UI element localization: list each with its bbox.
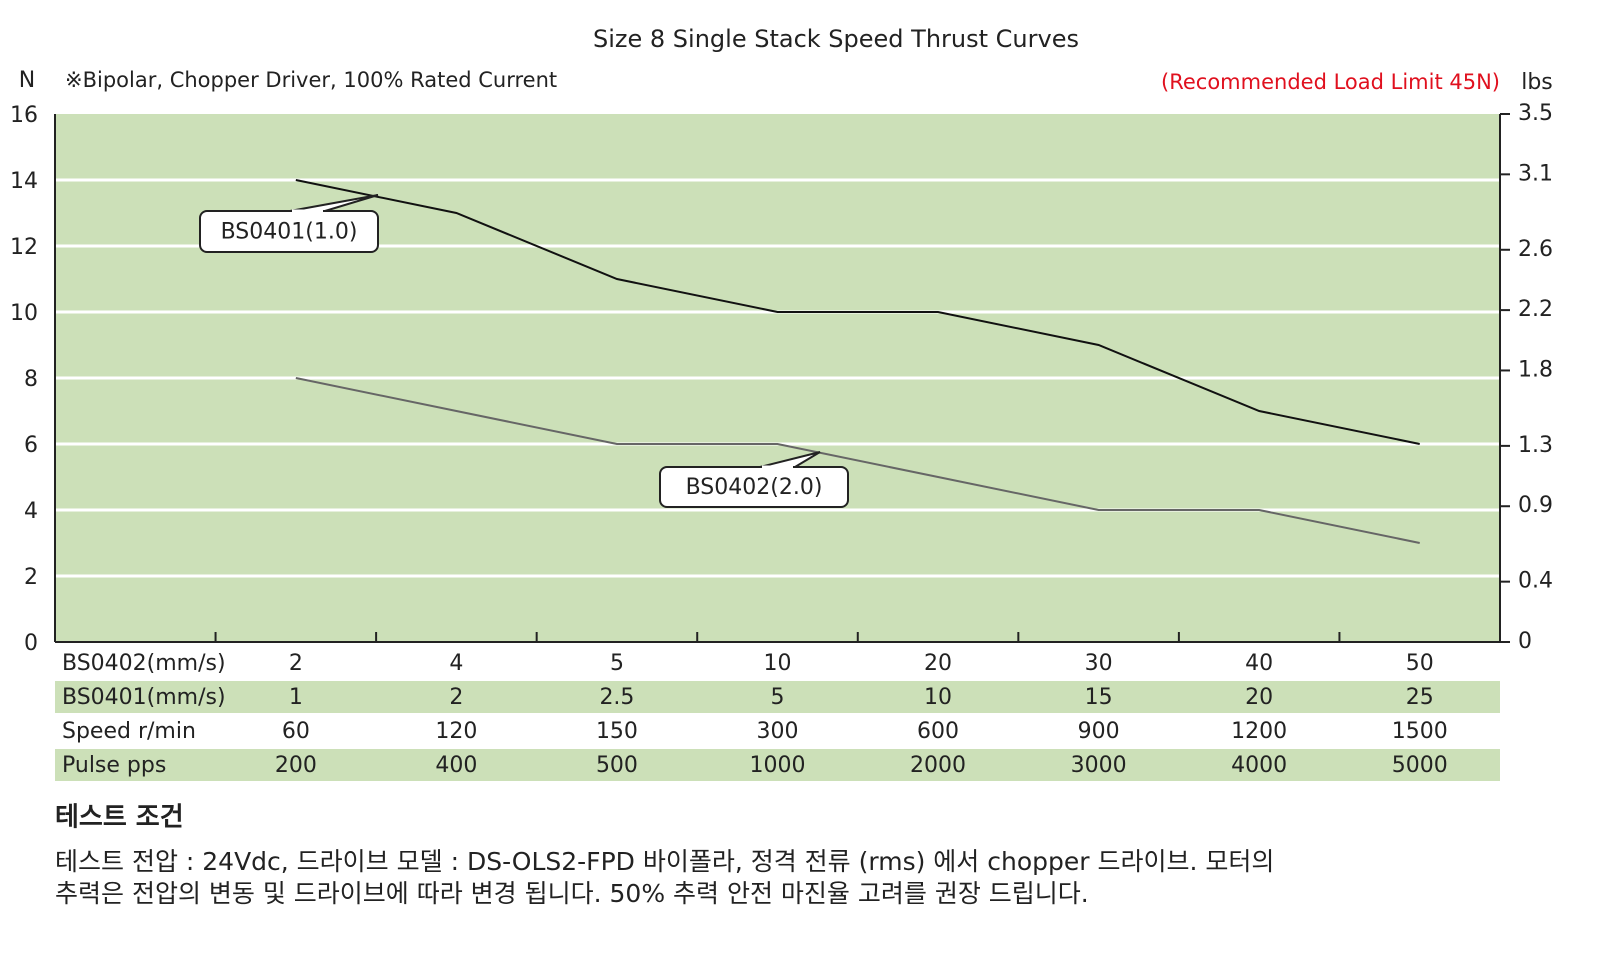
y2-tick-label: 1.8 <box>1518 357 1553 382</box>
table-cell: 2000 <box>910 753 966 778</box>
table-cell: 60 <box>282 719 310 744</box>
table-cell: 50 <box>1406 651 1434 676</box>
y-tick-label: 8 <box>24 367 38 392</box>
y2-tick-label: 2.6 <box>1518 237 1553 262</box>
table-cell: 2 <box>289 651 303 676</box>
table-cell: 10 <box>764 651 792 676</box>
table-cell: 1500 <box>1392 719 1448 744</box>
table-cell: 200 <box>275 753 317 778</box>
table-cell: 5 <box>610 651 624 676</box>
y-tick-label: 6 <box>24 433 38 458</box>
table-cell: 20 <box>924 651 952 676</box>
table-cell: 3000 <box>1071 753 1127 778</box>
y-tick-label: 0 <box>24 631 38 656</box>
y-tick-label: 12 <box>10 235 38 260</box>
y2-tick-label: 0.4 <box>1518 569 1553 594</box>
table-cell: 4000 <box>1231 753 1287 778</box>
table-cell: 15 <box>1085 685 1113 710</box>
y2-tick-label: 0 <box>1518 629 1532 654</box>
notes-heading: 테스트 조건 <box>55 803 184 833</box>
chart-title: Size 8 Single Stack Speed Thrust Curves <box>593 25 1079 53</box>
table-cell: 10 <box>924 685 952 710</box>
row-label: BS0401(mm/s) <box>62 685 226 710</box>
table-cell: 2 <box>449 685 463 710</box>
table-cell: 20 <box>1245 685 1273 710</box>
table-cell: 5 <box>771 685 785 710</box>
table-cell: 1 <box>289 685 303 710</box>
y-tick-label: 14 <box>10 169 38 194</box>
subtitle: ※Bipolar, Chopper Driver, 100% Rated Cur… <box>65 68 557 92</box>
table-cell: 30 <box>1085 651 1113 676</box>
y2-tick-label: 3.1 <box>1518 161 1553 186</box>
table-cell: 500 <box>596 753 638 778</box>
table-cell: 40 <box>1245 651 1273 676</box>
legend-label: BS0402(2.0) <box>686 475 823 500</box>
table-cell: 150 <box>596 719 638 744</box>
row-label: Pulse pps <box>62 753 166 778</box>
row-label: BS0402(mm/s) <box>62 651 226 676</box>
legend-label: BS0401(1.0) <box>221 220 358 245</box>
y-tick-label: 4 <box>24 499 38 524</box>
table-cell: 600 <box>917 719 959 744</box>
table-cell: 120 <box>435 719 477 744</box>
table-row-bg <box>55 749 1500 781</box>
row-label: Speed r/min <box>62 719 196 744</box>
callout-box <box>659 466 849 508</box>
y-axis-label: N <box>19 68 35 93</box>
y2-tick-label: 2.2 <box>1518 297 1553 322</box>
table-cell: 1200 <box>1231 719 1287 744</box>
y2-tick-label: 0.9 <box>1518 493 1553 518</box>
table-row-bg <box>55 681 1500 713</box>
y-tick-label: 10 <box>10 301 38 326</box>
table-cell: 400 <box>435 753 477 778</box>
y2-axis-label: lbs <box>1521 70 1553 95</box>
callout-box <box>199 210 379 253</box>
notes-line: 테스트 전압 : 24Vdc, 드라이브 모델 : DS-OLS2-FPD 바이… <box>55 847 1274 876</box>
table-cell: 2.5 <box>599 685 634 710</box>
table-cell: 4 <box>449 651 463 676</box>
table-cell: 300 <box>757 719 799 744</box>
series-line <box>295 377 1420 544</box>
y-tick-label: 2 <box>24 565 38 590</box>
y-tick-label: 16 <box>10 103 38 128</box>
notes-line: 추력은 전압의 변동 및 드라이브에 따라 변경 됩니다. 50% 추력 안전 … <box>55 879 1089 908</box>
table-cell: 900 <box>1078 719 1120 744</box>
table-cell: 25 <box>1406 685 1434 710</box>
table-cell: 5000 <box>1392 753 1448 778</box>
y2-tick-label: 1.3 <box>1518 433 1553 458</box>
y2-tick-label: 3.5 <box>1518 101 1553 126</box>
table-cell: 1000 <box>750 753 806 778</box>
annotation: (Recommended Load Limit 45N) <box>1161 70 1500 94</box>
series-line <box>295 179 1420 445</box>
